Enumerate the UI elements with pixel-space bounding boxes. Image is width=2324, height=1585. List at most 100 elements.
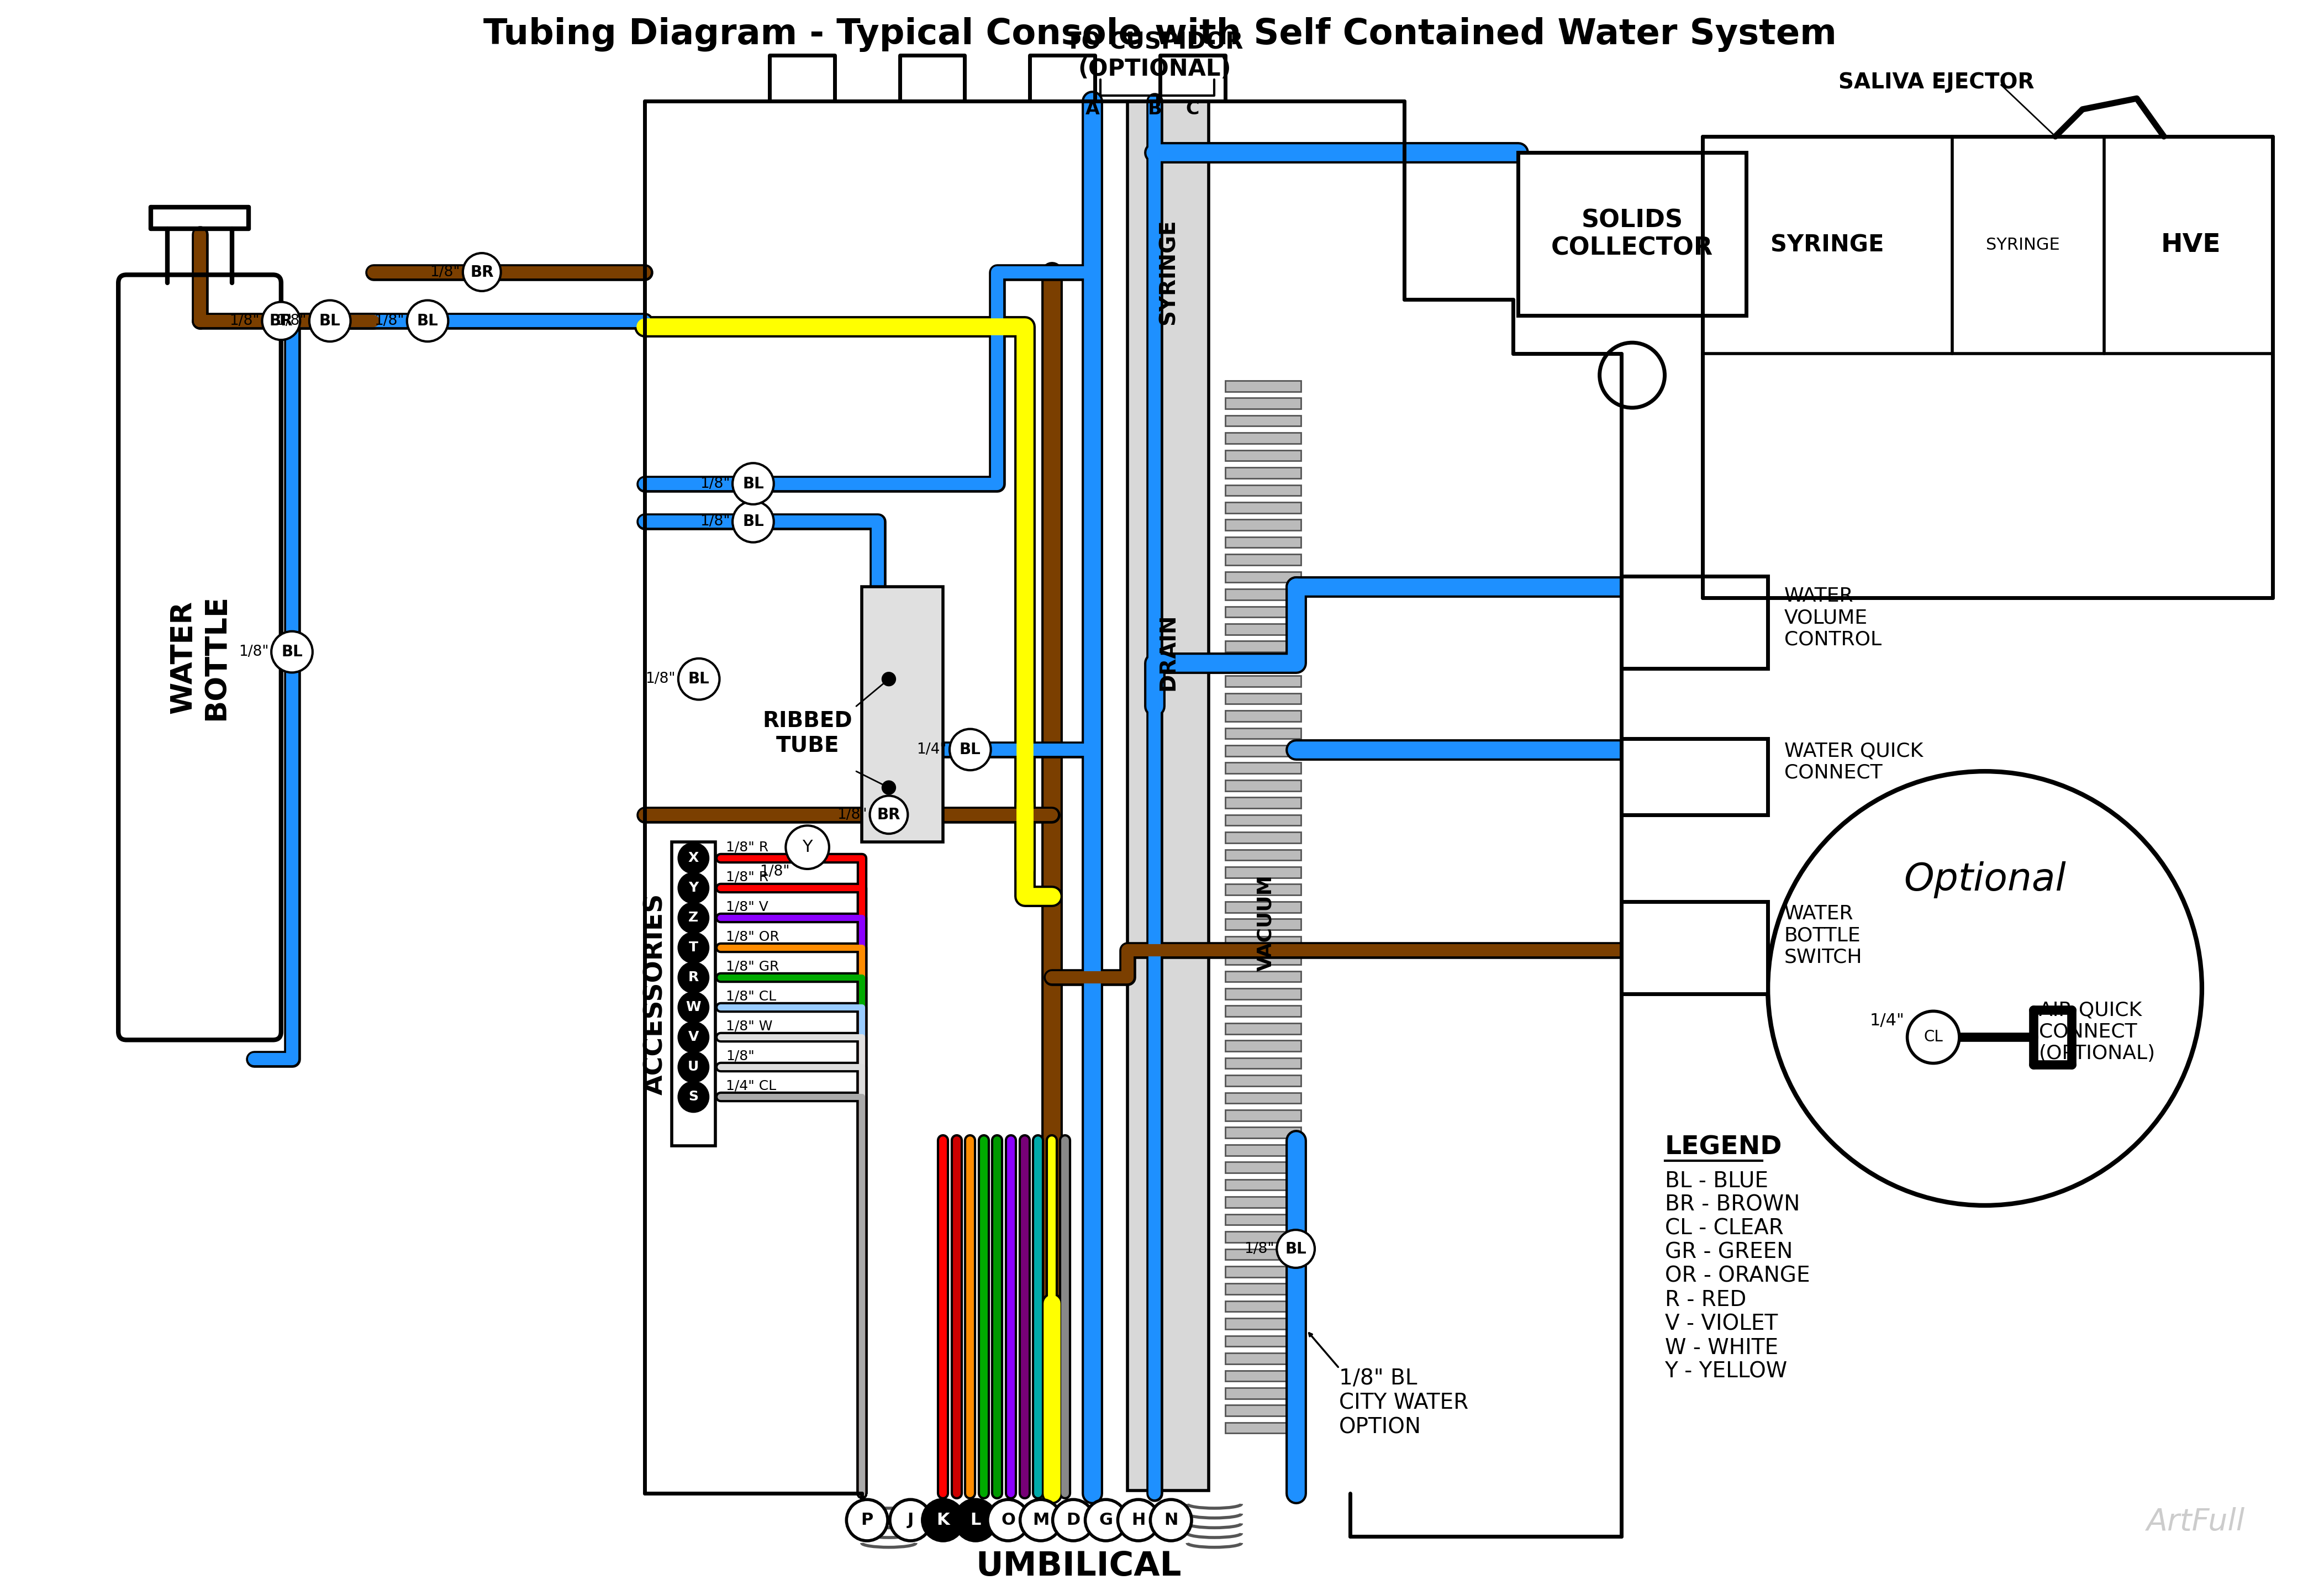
Bar [1225, 815, 1301, 826]
Bar [1225, 937, 1301, 948]
Text: Optional: Optional [1903, 861, 2066, 899]
Circle shape [955, 1499, 997, 1541]
Text: C: C [1185, 100, 1199, 119]
Text: BL: BL [318, 314, 342, 328]
Text: BL - BLUE: BL - BLUE [1664, 1170, 1769, 1192]
Text: 1/8": 1/8" [430, 265, 460, 279]
Bar [1225, 1040, 1301, 1051]
Text: 1/4": 1/4" [916, 742, 946, 756]
Text: GR - GREEN: GR - GREEN [1664, 1241, 1792, 1263]
Text: DRAIN: DRAIN [1157, 613, 1178, 691]
Circle shape [407, 300, 449, 341]
Text: 1/8" V: 1/8" V [725, 900, 769, 913]
Circle shape [1908, 1011, 1959, 1064]
Circle shape [732, 463, 774, 504]
Text: L: L [969, 1512, 981, 1528]
Bar [1225, 902, 1301, 913]
Circle shape [1118, 1499, 1160, 1541]
Circle shape [272, 631, 311, 672]
Text: 1/8" GR: 1/8" GR [725, 961, 779, 973]
Text: V: V [688, 1030, 700, 1045]
Text: M: M [1032, 1512, 1048, 1528]
Text: H: H [1132, 1512, 1146, 1528]
Text: K: K [937, 1512, 951, 1528]
Bar [1225, 1406, 1301, 1415]
Text: OR - ORANGE: OR - ORANGE [1664, 1266, 1810, 1287]
Circle shape [679, 1052, 709, 1083]
Circle shape [263, 301, 300, 339]
Text: 1/8" R: 1/8" R [725, 870, 769, 884]
Text: U: U [688, 1060, 700, 1073]
Bar [1622, 575, 1769, 669]
Circle shape [679, 992, 709, 1022]
Bar [1225, 1336, 1301, 1347]
Text: 1/8": 1/8" [230, 314, 260, 328]
Bar [1127, 101, 1208, 1490]
Text: G: G [1099, 1512, 1113, 1528]
Bar [862, 586, 944, 842]
Circle shape [883, 781, 895, 794]
Bar [1225, 485, 1301, 496]
Bar [1225, 1249, 1301, 1260]
Text: BL: BL [688, 672, 709, 686]
Text: 1/8": 1/8" [646, 672, 676, 686]
Text: BR: BR [270, 314, 293, 328]
Text: HVE: HVE [2161, 233, 2222, 257]
Text: SYRINGE: SYRINGE [1157, 219, 1178, 325]
Text: 1/8" BL
CITY WATER
OPTION: 1/8" BL CITY WATER OPTION [1339, 1368, 1469, 1438]
Text: RIBBED
TUBE: RIBBED TUBE [762, 710, 853, 756]
Text: WATER QUICK
CONNECT: WATER QUICK CONNECT [1785, 742, 1922, 781]
Text: P: P [860, 1512, 874, 1528]
Circle shape [1020, 1499, 1062, 1541]
Circle shape [462, 254, 502, 292]
Circle shape [679, 902, 709, 934]
Text: 1/8": 1/8" [700, 515, 730, 529]
Circle shape [679, 1081, 709, 1113]
Circle shape [679, 962, 709, 992]
Text: Z: Z [688, 911, 700, 924]
Text: SALIVA EJECTOR: SALIVA EJECTOR [1838, 71, 2033, 92]
Circle shape [1276, 1230, 1315, 1268]
Text: 1/8": 1/8" [700, 477, 730, 491]
Text: S: S [688, 1090, 700, 1103]
Text: BR: BR [469, 265, 493, 281]
Bar [1225, 1022, 1301, 1033]
Bar [1225, 380, 1301, 391]
Text: Tubing Diagram - Typical Console with Self Contained Water System: Tubing Diagram - Typical Console with Se… [483, 17, 1836, 52]
Bar [1225, 1266, 1301, 1278]
Bar [1225, 954, 1301, 965]
Bar [1225, 1197, 1301, 1208]
Circle shape [1150, 1499, 1192, 1541]
Circle shape [869, 796, 909, 834]
Bar [1225, 398, 1301, 409]
Text: BR: BR [876, 807, 899, 823]
Text: TO CUSPIDOR
(OPTIONAL): TO CUSPIDOR (OPTIONAL) [1067, 30, 1243, 81]
Text: WATER
BOTTLE
SWITCH: WATER BOTTLE SWITCH [1785, 905, 1862, 967]
Bar [1225, 1371, 1301, 1381]
Bar [1225, 1092, 1301, 1103]
Circle shape [846, 1499, 888, 1541]
Bar [1225, 1075, 1301, 1086]
Circle shape [786, 826, 830, 869]
Text: ArtFull: ArtFull [2147, 1507, 2245, 1536]
Text: Y - YELLOW: Y - YELLOW [1664, 1362, 1787, 1382]
Circle shape [309, 300, 351, 341]
Circle shape [732, 501, 774, 542]
Bar [1225, 415, 1301, 426]
Bar [1225, 1388, 1301, 1398]
Bar [1225, 433, 1301, 444]
Bar [1225, 1319, 1301, 1330]
Circle shape [923, 1499, 964, 1541]
Bar [1225, 780, 1301, 791]
Bar [1225, 1301, 1301, 1312]
Text: 1/8": 1/8" [725, 1049, 755, 1064]
Bar [1225, 745, 1301, 756]
Bar [1225, 555, 1301, 566]
Bar [1225, 1144, 1301, 1155]
Text: 1/8" CL: 1/8" CL [725, 991, 776, 1003]
Text: BL: BL [281, 644, 302, 659]
Text: 1/8": 1/8" [277, 314, 307, 328]
Text: CL - CLEAR: CL - CLEAR [1664, 1217, 1783, 1239]
Text: BL: BL [741, 475, 765, 491]
Bar [1225, 590, 1301, 599]
